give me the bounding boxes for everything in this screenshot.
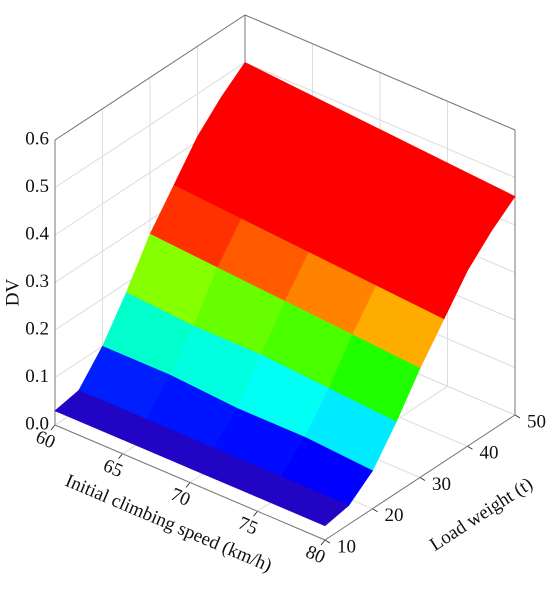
x-tick-label: 75	[235, 513, 261, 540]
z-tick-label: 0.1	[25, 366, 49, 387]
x-tick-label: 65	[100, 455, 126, 482]
z-tick-label: 0.0	[25, 413, 49, 434]
tick-mark	[253, 510, 258, 517]
axis-line	[54, 424, 326, 541]
tick-mark	[372, 508, 378, 513]
tick-mark	[419, 477, 426, 481]
z-tick-label: 0.6	[25, 128, 49, 149]
axis-line	[54, 14, 246, 141]
surface-patch	[256, 476, 350, 527]
y-tick-label: 40	[480, 443, 499, 464]
tick-mark	[324, 539, 331, 544]
z-tick-label: 0.5	[25, 176, 49, 197]
z-tick-label: 0.2	[25, 318, 49, 339]
y-tick-label: 50	[527, 411, 546, 432]
z-tick-label: 0.3	[25, 271, 49, 292]
y-tick-label: 30	[432, 474, 451, 495]
tick-mark	[514, 414, 521, 419]
axis-line	[244, 14, 516, 131]
tick-mark	[467, 445, 473, 450]
y-tick-label: 20	[385, 505, 404, 526]
x-tick-label: 80	[303, 542, 329, 569]
tick-mark	[320, 539, 326, 546]
axis-line	[324, 414, 516, 541]
z-axis-title: DV	[2, 279, 23, 307]
tick-mark	[50, 424, 56, 431]
y-tick-label: 10	[337, 536, 356, 557]
tick-mark	[118, 453, 123, 460]
tick-mark	[185, 482, 191, 488]
z-tick-label: 0.4	[25, 223, 49, 244]
x-tick-label: 70	[168, 484, 194, 511]
surface	[54, 62, 516, 527]
